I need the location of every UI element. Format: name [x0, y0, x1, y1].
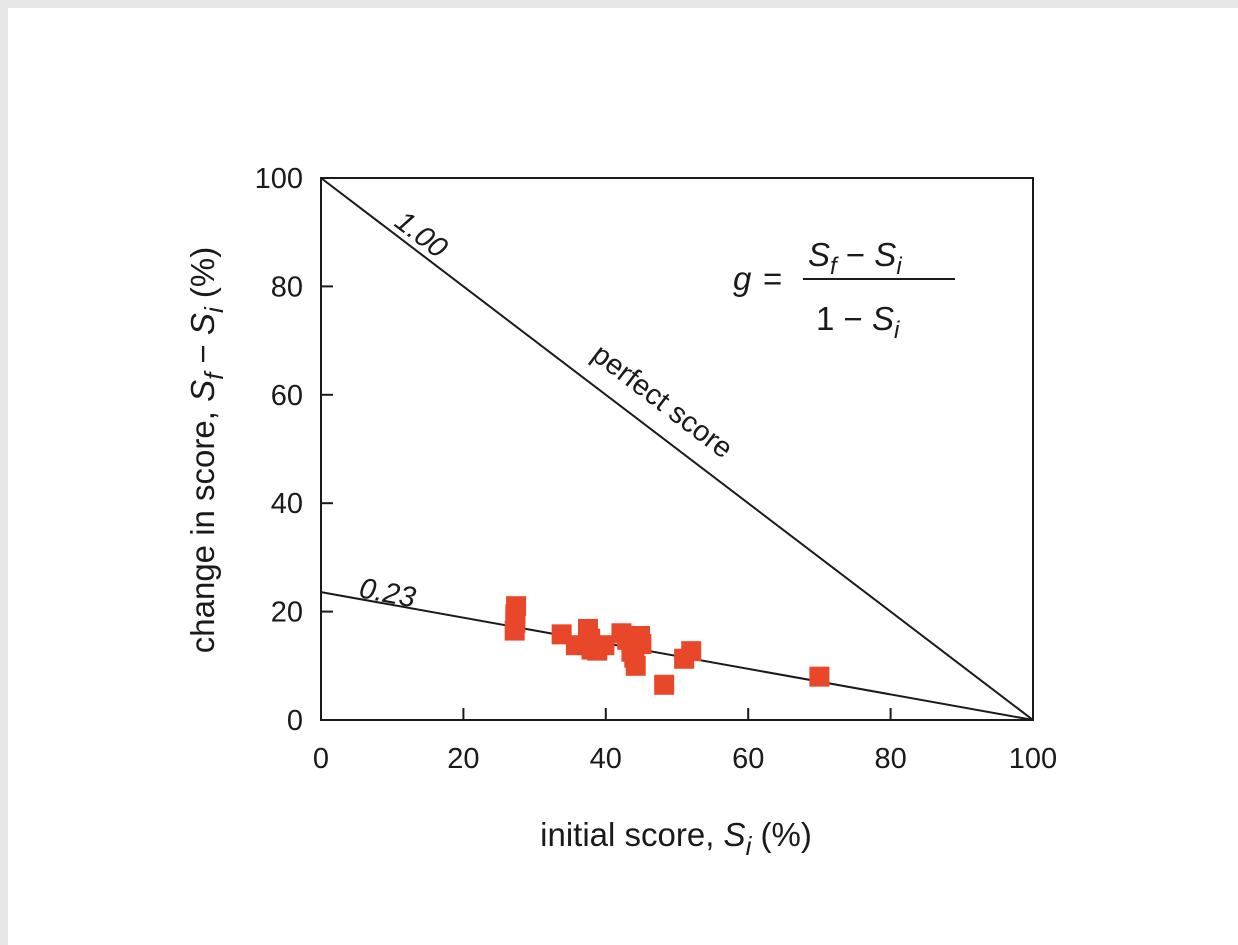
y-axis-label: change in score, Sf − Si (%): [184, 247, 229, 653]
data-points: [504, 596, 830, 695]
x-tick-label: 20: [447, 743, 479, 775]
y-tick-label: 100: [255, 163, 303, 195]
y-tick-label: 80: [271, 271, 303, 303]
line-label-perfect-value: 1.00: [389, 205, 453, 265]
y-tick-label: 60: [271, 380, 303, 412]
plot-frame: [320, 177, 1034, 721]
data-point: [809, 666, 830, 687]
line-label-perfect-score: perfect score: [586, 338, 739, 465]
x-tick-label: 0: [313, 743, 329, 775]
formula-numerator: Sf − Si: [808, 236, 902, 280]
x-tick-label: 80: [874, 743, 906, 775]
axis-ticks: 0 20 40 60 80 100 0 20 40 60 80 100: [255, 163, 1058, 775]
data-point: [594, 635, 615, 656]
data-point: [504, 620, 525, 641]
gain-formula: g = Sf − Si 1 − Si: [733, 236, 955, 344]
y-tick-label: 40: [271, 488, 303, 520]
y-tick-label: 0: [287, 705, 303, 737]
x-tick-label: 40: [590, 743, 622, 775]
x-tick-label: 100: [1009, 743, 1057, 775]
x-axis-label: initial score, Si (%): [540, 816, 812, 861]
data-point: [631, 634, 652, 655]
data-point: [681, 641, 702, 662]
scatter-chart: 0 20 40 60 80 100 0 20 40 60 80 100 1.00 perfect sc…: [184, 163, 1058, 861]
figure-panel: 0 20 40 60 80 100 0 20 40 60 80 100 1.00 perfect sc…: [8, 8, 1238, 945]
line-label-fit-value: 0.23: [357, 572, 418, 614]
data-point: [625, 655, 646, 676]
formula-equals: =: [763, 260, 782, 297]
x-tick-label: 60: [732, 743, 764, 775]
y-tick-label: 20: [271, 597, 303, 629]
perfect-score-line: [320, 177, 1034, 721]
formula-denominator: 1 − Si: [816, 300, 900, 344]
formula-lhs: g: [733, 260, 752, 297]
data-point: [654, 674, 675, 695]
